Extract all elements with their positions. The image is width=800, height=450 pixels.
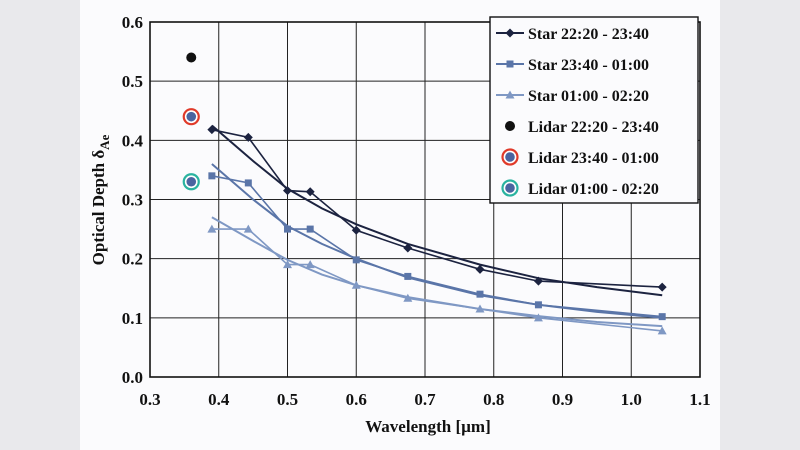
x-tick-label: 0.7 (414, 390, 436, 409)
legend-marker (501, 179, 519, 197)
x-tick-label: 0.4 (208, 390, 230, 409)
x-tick-labels: 0.3 0.4 0.5 0.6 0.7 0.8 0.9 1.0 1.1 (139, 390, 710, 409)
y-tick-label: 0.5 (122, 72, 143, 91)
data-point-series-1 (476, 290, 484, 298)
data-point-series-0 (475, 264, 485, 274)
data-point-series-3 (186, 52, 197, 63)
y-tick-label: 0.6 (122, 13, 143, 32)
plot-border (149, 21, 701, 378)
legend-marker (505, 121, 515, 131)
y-tick-labels: 0.0 0.1 0.2 0.3 0.4 0.5 0.6 (122, 13, 144, 387)
legend-box (489, 16, 699, 204)
data-point-series-0 (403, 243, 413, 253)
legend-marker (505, 90, 515, 99)
x-tick-label: 0.5 (277, 390, 298, 409)
legend-marker (501, 148, 519, 166)
x-axis-label: Wavelength [µm] (365, 417, 490, 436)
data-line-series-2 (211, 228, 663, 332)
x-tick-label: 0.6 (346, 390, 367, 409)
x-tick-label: 1.0 (621, 390, 642, 409)
data-point-series-2 (403, 293, 413, 302)
data-point-series-2 (305, 260, 315, 269)
data-point-series-1 (306, 225, 314, 233)
data-point-series-1 (352, 256, 360, 264)
data-point-series-1 (208, 172, 216, 180)
y-tick-label: 0.2 (122, 250, 143, 269)
legend-label: Star 23:40 - 01:00 (528, 57, 649, 74)
data-point-series-0 (243, 132, 253, 142)
data-point-series-5 (182, 173, 200, 191)
data-point-series-1 (534, 301, 542, 309)
legend-marker (505, 28, 515, 38)
data-point-series-1 (658, 313, 666, 321)
data-point-series-2 (283, 260, 292, 269)
y-tick-label: 0.4 (122, 131, 144, 150)
lidar-dot (505, 152, 515, 162)
data-point-series-1 (284, 225, 291, 233)
data-point-series-2 (475, 304, 485, 313)
legend-label: Star 22:20 - 23:40 (528, 26, 649, 43)
data-point-series-2 (207, 224, 217, 233)
x-tick-label: 0.3 (139, 390, 160, 409)
legend-marker (506, 60, 514, 68)
y-axis-label-subscript: Ae (97, 134, 112, 149)
data-point-series-2 (657, 326, 667, 335)
legend-label: Lidar 23:40 - 01:00 (528, 150, 659, 167)
data-point-series-0 (657, 282, 667, 292)
data-point-series-0 (533, 276, 543, 286)
data-point-series-0 (351, 225, 361, 235)
x-tick-label: 1.1 (689, 390, 710, 409)
data-point-series-0 (283, 186, 292, 196)
lidar-dot (505, 183, 515, 193)
plot-frame (149, 21, 701, 378)
legend: Star 22:20 - 23:40 Star 23:40 - 01:00 Star… (489, 16, 699, 204)
legend-label: Lidar 22:20 - 23:40 (528, 119, 659, 136)
legend-label: Lidar 01:00 - 02:20 (528, 181, 659, 198)
legend-label: Star 01:00 - 02:20 (528, 88, 649, 105)
y-tick-label: 0.0 (122, 368, 143, 387)
data-point-series-0 (305, 187, 315, 197)
data-point-series-2 (243, 224, 253, 233)
x-tick-label: 0.8 (483, 390, 504, 409)
lidar-dot (186, 111, 197, 122)
data-markers (182, 52, 667, 335)
x-tick-label: 0.9 (552, 390, 573, 409)
data-point-series-1 (244, 179, 252, 187)
data-point-series-2 (351, 280, 361, 289)
data-point-series-4 (182, 108, 200, 126)
data-point-series-0 (207, 125, 217, 135)
lidar-dot (186, 176, 197, 187)
y-axis-label: Optical Depth δAe (89, 134, 112, 265)
data-point-series-2 (533, 313, 543, 322)
y-axis-label-main: Optical Depth δ (89, 150, 108, 266)
data-point-series-1 (404, 272, 412, 280)
y-tick-label: 0.3 (122, 191, 143, 210)
y-tick-label: 0.1 (122, 309, 143, 328)
